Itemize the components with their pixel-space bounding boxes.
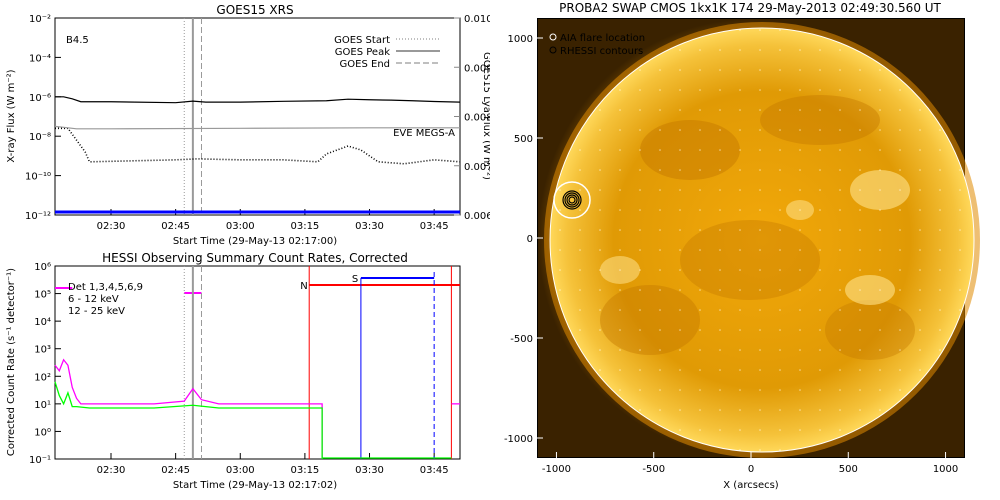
y2-tick-label: 0.010 [464,14,490,25]
legend-entry-12-25kev: 12 - 25 keV [68,306,125,317]
legend: Det 1,3,4,5,6,9 6 - 12 keV 12 - 25 keV [68,282,143,317]
x-tick-label: 03:15 [290,221,319,232]
x-tick-label: 1000 [933,464,958,475]
x-tick-label: 03:30 [355,221,384,232]
y-tick-label: -1000 [504,434,533,445]
legend-aia-marker [549,33,557,41]
y-tick-label: 10⁻² [29,14,51,25]
legend-title: Det 1,3,4,5,6,9 [68,282,143,293]
x-axis-label: Start Time (29-May-13 02:17:00) [173,236,337,247]
x-tick-label: 02:30 [97,465,126,476]
goes-xrs-chart: GOES15 XRS 10⁻¹² 10⁻¹⁰ 10⁻⁸ 10⁻⁶ 10⁻⁴ 10⁻² 0.… [6,3,490,247]
hessi-count-rate-chart: HESSI Observing Summary Count Rates, Cor… [6,251,461,491]
chart-title: PROBA2 SWAP CMOS 1kx1K 174 29-May-2013 0… [559,1,941,15]
series-line-0 [55,96,461,104]
series-line-1 [55,127,461,165]
y-axis-label: X-ray Flux (W m⁻²) [6,69,17,162]
y-tick-label: 10⁰ [34,427,51,438]
chart-title: HESSI Observing Summary Count Rates, Cor… [102,251,408,265]
legend-entry-rhessi: RHESSI contours [560,46,643,57]
y-tick-label: -500 [510,334,533,345]
y-axis-label: Corrected Count Rate (s⁻¹ detector⁻¹) [6,268,17,456]
rhessi-contour [568,196,576,204]
y-tick-label: 500 [514,134,533,145]
saa-marker: S [352,274,358,285]
y2-axis: 0.006 0.007 0.008 0.009 0.010 [454,14,490,222]
y2-tick-label: 0.009 [464,63,490,74]
x-tick-label: 500 [839,464,858,475]
x-tick-label: 03:00 [226,465,255,476]
y2-tick-label: 0.006 [464,211,490,222]
series-line-1 [54,381,323,459]
y-tick-label: 10² [34,372,51,383]
legend-rhessi-marker [549,46,557,54]
y2-tick-label: 0.008 [464,113,490,124]
x-tick-label: 02:45 [161,465,190,476]
x-tick-label: 02:30 [97,221,126,232]
x-axis: 02:30 02:45 03:00 03:15 03:30 03:45 [97,209,449,232]
y-tick-label: 10³ [34,345,51,356]
x-tick-label: 03:30 [355,465,384,476]
y-tick-label: 0 [527,234,533,245]
y-tick-label: 10¹ [34,400,51,411]
aia-flare-marker [553,181,591,219]
chart-title: GOES15 XRS [216,3,293,17]
legend-entry-aia: AIA flare location [560,33,645,44]
x-axis: 02:30 02:45 03:00 03:15 03:30 03:45 [97,453,449,476]
x-tick-label: 0 [748,464,754,475]
swap-solar-image: PROBA2 SWAP CMOS 1kx1K 174 29-May-2013 0… [504,1,980,491]
series-group [54,18,461,215]
legend-entry-6-12kev: 6 - 12 keV [68,294,119,305]
series-group [54,358,460,459]
disk-texture [550,28,974,452]
x-axis-label: X (arcsecs) [723,480,779,491]
y-axis: 10⁻¹² 10⁻¹⁰ 10⁻⁸ 10⁻⁶ 10⁻⁴ 10⁻² [25,14,61,222]
y-tick-label: 10⁻⁴ [29,53,51,64]
y-axis: 10⁻¹ 10⁰ 10¹ 10² 10³ 10⁴ 10⁵ 10⁶ [29,262,61,466]
plot-frame [54,265,461,460]
y-tick-label: 10⁻¹⁰ [25,172,51,183]
y-tick-label: 10⁶ [34,262,51,273]
rhessi-contour [562,190,582,210]
x-tick-label: 03:45 [420,465,449,476]
eve-label: EVE MEGS-A [393,128,455,139]
rhessi-contour [566,194,578,206]
series-line-2 [54,125,460,130]
y2-axis-label: GOES15 Lya Flux (W m⁻²) [481,52,490,180]
x-tick-label: -500 [642,464,665,475]
series-line-0 [54,358,323,459]
x-tick-label: 03:00 [226,221,255,232]
y-tick-label: 10⁵ [34,290,51,301]
x-tick-label: 03:45 [420,221,449,232]
y-tick-label: 10⁻¹ [29,455,51,466]
x-tick-label: 02:45 [161,221,190,232]
legend-entry: GOES End [340,59,390,70]
night-marker: N [300,281,307,292]
axes: -1000 -500 0 500 1000 -1000 -500 0 500 1000 [504,34,958,475]
x-axis-label: Start Time (29-May-13 02:17:02) [173,480,337,491]
y2-tick-label: 0.007 [464,162,490,173]
y-tick-label: 10⁴ [34,317,51,328]
flare-markers [553,181,591,219]
y-tick-label: 10⁻⁸ [29,132,51,143]
y-tick-label: 1000 [508,34,533,45]
plot-frame [54,17,461,216]
x-tick-label: 03:15 [290,465,319,476]
legend-entry: GOES Peak [335,47,390,58]
x-tick-label: -1000 [542,464,571,475]
observing-bars: NS [55,266,460,459]
y-tick-label: 10⁻⁶ [29,93,51,104]
rhessi-contour [564,192,580,208]
legend-entry: GOES Start [334,35,390,46]
flare-class-annotation: B4.5 [66,35,89,46]
limb-circle [549,27,975,453]
y-tick-label: 10⁻¹² [25,211,51,222]
